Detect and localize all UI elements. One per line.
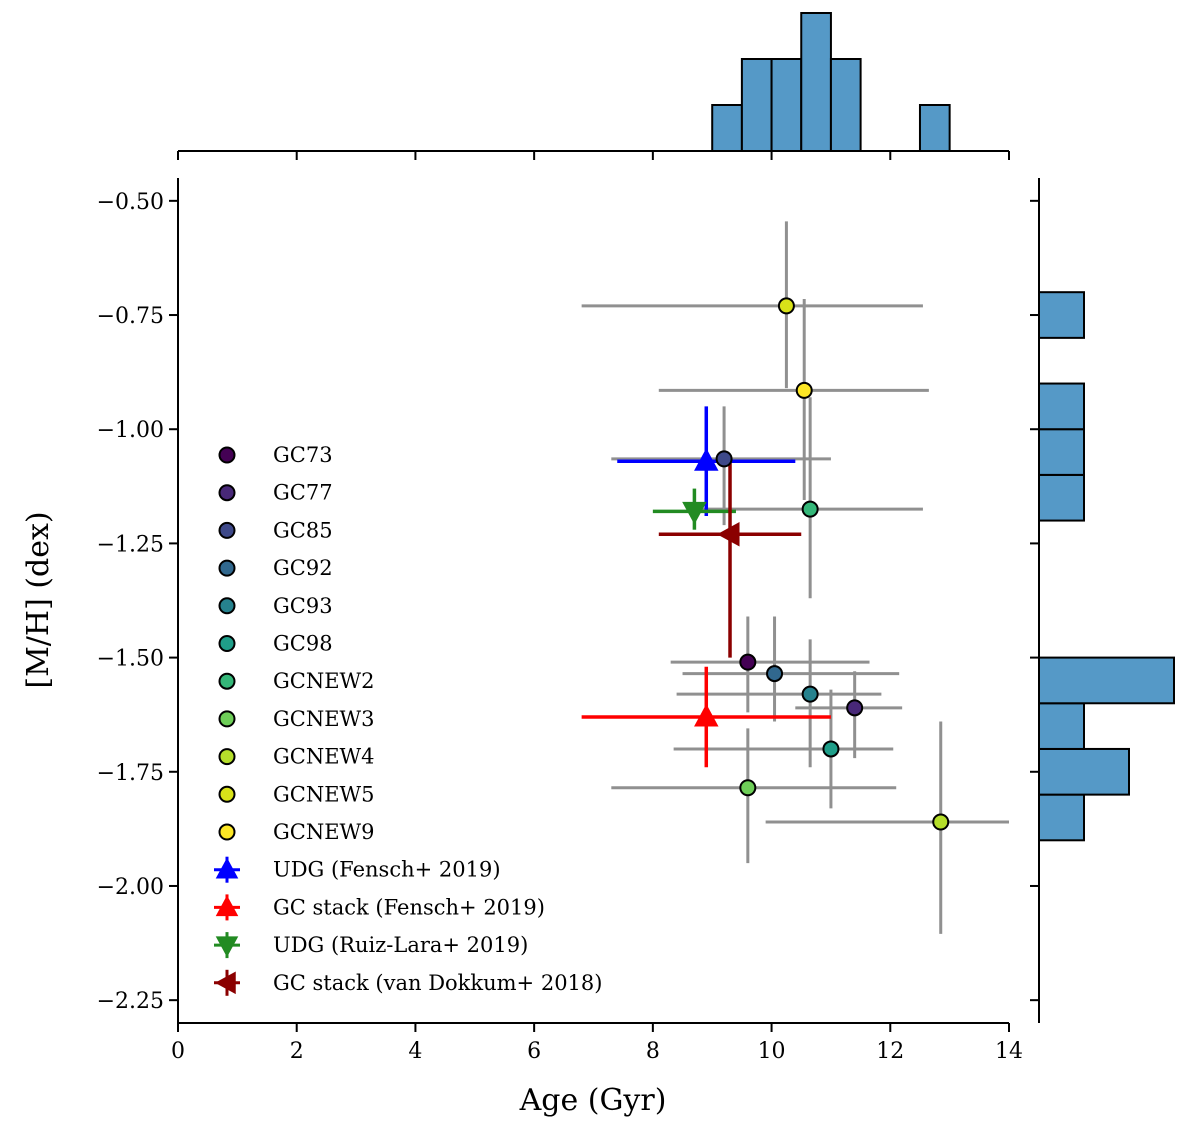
y-tick-label: −2.00 bbox=[97, 875, 164, 900]
right-histogram-bar bbox=[1038, 382, 1085, 431]
legend-label: GCNEW5 bbox=[273, 782, 375, 806]
legend-marker bbox=[214, 971, 236, 995]
y-tick-label: −1.75 bbox=[97, 761, 164, 786]
gc-marker bbox=[795, 381, 813, 399]
right-histogram-bar bbox=[1038, 473, 1085, 522]
top-histogram-bar bbox=[711, 104, 743, 152]
legend-label: GC stack (Fensch+ 2019) bbox=[273, 895, 545, 919]
top-histogram bbox=[177, 12, 1010, 160]
y-tick-label: −0.75 bbox=[97, 304, 164, 329]
legend-marker bbox=[218, 635, 236, 652]
right-histogram-bar bbox=[1038, 702, 1085, 750]
gc-marker bbox=[801, 685, 819, 703]
gc-marker bbox=[777, 297, 795, 315]
y-tick-label: −1.50 bbox=[97, 647, 164, 672]
y-tick-label: −2.25 bbox=[97, 989, 164, 1014]
legend-marker bbox=[218, 823, 236, 841]
legend-label: GC77 bbox=[273, 481, 333, 505]
gc-marker bbox=[801, 500, 819, 518]
gc-marker bbox=[766, 665, 784, 683]
legend-label: GC98 bbox=[273, 632, 333, 656]
right-histogram-bar bbox=[1038, 291, 1085, 339]
legend-label: GCNEW4 bbox=[273, 745, 375, 769]
right-histogram-bar bbox=[1038, 793, 1085, 842]
reference-marker bbox=[694, 703, 719, 727]
right-histogram-bar bbox=[1038, 747, 1130, 796]
reference-marker bbox=[682, 501, 707, 525]
x-axis-label: Age (Gyr) bbox=[519, 1083, 667, 1118]
legend-marker bbox=[218, 559, 236, 577]
legend-label: GC stack (van Dokkum+ 2018) bbox=[273, 971, 602, 995]
x-tick-label: 12 bbox=[876, 1039, 904, 1064]
y-tick-label: −0.50 bbox=[97, 190, 164, 215]
legend-label: UDG (Ruiz-Lara+ 2019) bbox=[273, 933, 528, 957]
right-histogram-bar bbox=[1038, 428, 1085, 476]
legend-label: GC85 bbox=[273, 518, 333, 542]
legend-marker bbox=[218, 446, 236, 464]
right-histogram bbox=[1030, 178, 1175, 1023]
legend-label: GCNEW9 bbox=[273, 820, 375, 844]
top-histogram-bar bbox=[770, 58, 803, 152]
legend-label: GC92 bbox=[273, 556, 333, 580]
legend: GC73 GC77 GC85 GC92 GC93 GC98 GCNEW2 GCNEW3 GCNE… bbox=[214, 443, 602, 996]
right-histogram-bar bbox=[1038, 656, 1175, 705]
x-tick-label: 14 bbox=[995, 1039, 1023, 1064]
x-tick-label: 2 bbox=[290, 1039, 304, 1064]
legend-marker bbox=[218, 521, 236, 539]
legend-label: GCNEW3 bbox=[273, 707, 375, 731]
gc-marker bbox=[932, 813, 950, 831]
legend-marker bbox=[218, 597, 236, 615]
legend-marker bbox=[218, 785, 236, 803]
x-tick-label: 8 bbox=[646, 1039, 660, 1064]
reference-marker bbox=[694, 448, 719, 471]
x-tick-label: 0 bbox=[171, 1039, 185, 1064]
legend-marker bbox=[218, 484, 236, 502]
y-tick-label: −1.00 bbox=[97, 418, 164, 443]
legend-marker bbox=[215, 936, 239, 958]
gc-marker bbox=[822, 740, 840, 758]
legend-marker bbox=[218, 672, 236, 690]
legend-marker bbox=[215, 857, 239, 879]
x-tick-label: 6 bbox=[527, 1039, 541, 1064]
gc-marker bbox=[739, 779, 757, 797]
legend-label: GC73 bbox=[273, 443, 333, 467]
gc-marker bbox=[846, 699, 864, 717]
legend-marker bbox=[215, 895, 239, 917]
legend-marker bbox=[218, 710, 236, 728]
legend-marker bbox=[218, 748, 236, 766]
top-histogram-bar bbox=[800, 12, 832, 152]
legend-label: UDG (Fensch+ 2019) bbox=[273, 858, 501, 882]
top-histogram-bar bbox=[740, 58, 773, 152]
gc-marker bbox=[715, 450, 733, 468]
y-tick-label: −1.25 bbox=[97, 532, 164, 557]
legend-label: GC93 bbox=[273, 594, 333, 618]
top-histogram-bar bbox=[918, 104, 951, 152]
x-tick-label: 4 bbox=[408, 1039, 422, 1064]
legend-label: GCNEW2 bbox=[273, 669, 375, 693]
top-histogram-bar bbox=[829, 58, 862, 152]
y-axis-label: [M/H] (dex) bbox=[21, 511, 56, 688]
gc-marker bbox=[739, 653, 757, 671]
x-tick-label: 10 bbox=[758, 1039, 786, 1064]
reference-marker bbox=[716, 522, 740, 547]
main-scatter-axes: 0 2 4 6 8 10 12 14 −0.50 −0.75 −1.00 −1.25 −1.50 −1.… bbox=[97, 178, 1023, 1064]
